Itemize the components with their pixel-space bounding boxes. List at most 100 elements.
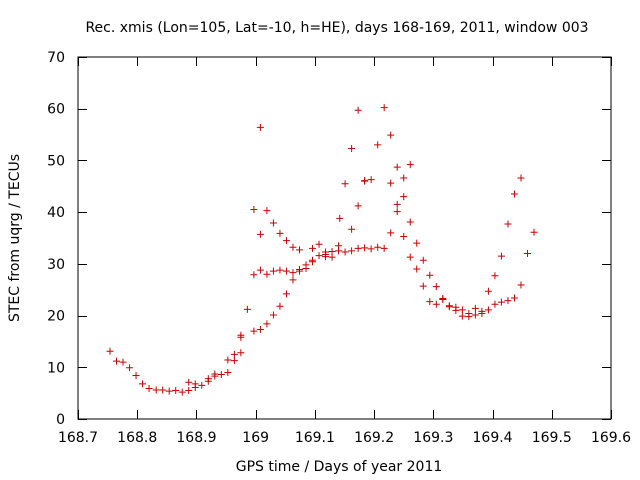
data-point [426, 298, 434, 306]
data-point [211, 370, 219, 378]
data-point [276, 302, 284, 310]
data-point [335, 242, 343, 250]
data-point [237, 349, 245, 357]
data-point [295, 266, 303, 274]
data-point [204, 375, 212, 383]
data-point [510, 190, 518, 198]
data-point [348, 145, 356, 153]
data-point [445, 303, 453, 311]
data-point [517, 281, 525, 289]
data-point [413, 265, 421, 273]
data-point [256, 326, 264, 334]
y-tick-label: 30 [47, 257, 65, 273]
data-point [504, 220, 512, 228]
data-point [432, 283, 440, 291]
data-point [276, 229, 284, 237]
x-tick-label: 168.8 [117, 430, 157, 446]
x-tick-label: 169.2 [354, 430, 394, 446]
data-point [328, 253, 336, 261]
x-tick-label: 169.1 [295, 430, 335, 446]
data-point [263, 270, 271, 278]
data-point [172, 387, 180, 395]
data-point [361, 177, 369, 185]
data-point [393, 208, 401, 216]
data-point [361, 244, 369, 252]
data-point [484, 287, 492, 295]
data-point [348, 225, 356, 233]
y-tick-label: 50 [47, 153, 65, 169]
data-point [159, 386, 167, 394]
data-point [413, 239, 421, 247]
data-point [497, 252, 505, 260]
data-point [354, 244, 362, 252]
data-point [282, 267, 290, 275]
data-point [119, 358, 127, 366]
data-point [230, 357, 238, 365]
data-point [380, 244, 388, 252]
data-point [263, 207, 271, 215]
data-point [374, 243, 382, 251]
data-point [256, 230, 264, 238]
data-point [406, 161, 414, 169]
x-tick-label: 169.3 [413, 430, 453, 446]
y-tick-label: 20 [47, 309, 65, 325]
data-point [112, 357, 120, 365]
data-point [302, 265, 310, 273]
data-point [341, 248, 349, 256]
chart-title: Rec. xmis (Lon=105, Lat=-10, h=HE), days… [85, 20, 588, 36]
data-point [426, 271, 434, 279]
data-point [419, 256, 427, 264]
data-point [348, 247, 356, 255]
data-point [178, 388, 186, 396]
data-point [523, 250, 531, 258]
data-point [354, 202, 362, 210]
data-point [400, 193, 408, 201]
data-point [406, 218, 414, 226]
data-point [132, 372, 140, 380]
data-point [139, 380, 147, 388]
data-point [354, 106, 362, 114]
data-point [198, 381, 206, 389]
data-point [504, 297, 512, 305]
data-point [406, 253, 414, 261]
data-point [452, 306, 460, 314]
x-tick-label: 168.7 [58, 430, 98, 446]
data-point [497, 298, 505, 306]
tick-marks [78, 57, 612, 420]
data-point [282, 290, 290, 298]
data-point [393, 200, 401, 208]
data-point [165, 387, 173, 395]
data-point [126, 364, 134, 372]
y-tick-label: 0 [56, 412, 65, 428]
data-point [374, 141, 382, 149]
y-tick-label: 70 [47, 50, 65, 66]
x-tick-label: 169.4 [473, 430, 513, 446]
data-point [145, 384, 153, 392]
data-point [367, 245, 375, 253]
data-point [256, 123, 264, 131]
data-point [185, 378, 193, 386]
data-point [250, 206, 258, 214]
data-point [185, 387, 193, 395]
data-point [237, 331, 245, 339]
data-point [315, 240, 323, 248]
data-point [243, 305, 251, 313]
y-tick-label: 60 [47, 102, 65, 118]
y-tick-labels: 0 10 20 30 40 50 60 70 [47, 50, 65, 428]
data-point [152, 386, 160, 394]
data-point [458, 312, 466, 320]
data-point [478, 307, 486, 315]
data-point [491, 300, 499, 308]
data-point [517, 174, 525, 182]
data-point [510, 294, 518, 302]
data-point [387, 229, 395, 237]
plot-frame [77, 56, 612, 420]
data-point [465, 313, 473, 321]
data-point [289, 243, 297, 251]
data-point [322, 253, 330, 261]
data-point [106, 347, 114, 355]
x-tick-label: 168.9 [176, 430, 216, 446]
x-tick-label: 169.6 [591, 430, 631, 446]
data-point [341, 180, 349, 188]
